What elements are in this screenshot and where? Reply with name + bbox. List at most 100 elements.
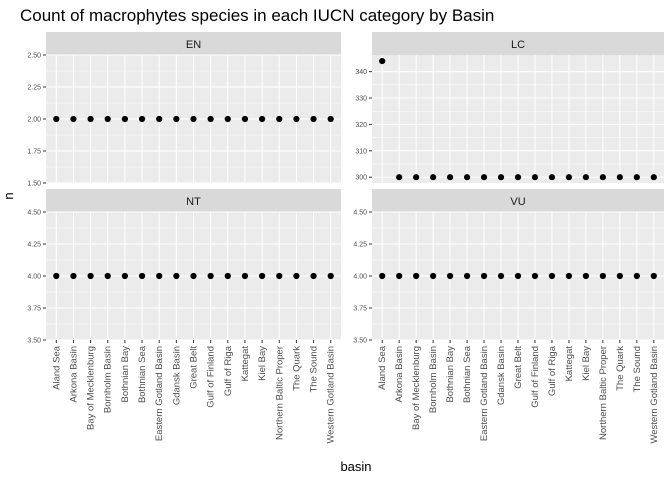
data-point (582, 272, 590, 280)
y-tick-label: 4.00 (353, 274, 367, 281)
facet-strip-nt (46, 189, 341, 212)
data-point (413, 174, 420, 181)
data-point (514, 272, 522, 280)
x-tick-label: Bothnian Bay (120, 346, 131, 403)
data-point (650, 272, 657, 280)
data-point (396, 174, 403, 181)
facet-strip-label-en: EN (186, 39, 201, 51)
data-point (327, 115, 334, 123)
x-tick-label: Eastern Gotland Basin (154, 346, 165, 441)
x-tick-label: Eastern Gotland Basin (479, 346, 490, 441)
data-point (259, 115, 266, 123)
data-point (565, 272, 573, 280)
facet-en: EN 1.50 1.75 2.00 2.25 2.50 (27, 32, 341, 188)
facet-vu: VU 3.50 3.75 4.00 4.25 4.50 Aland Sea Arkona Ba… (353, 189, 664, 444)
x-tick-label: Northern Baltic Proper (274, 346, 285, 440)
data-point (514, 174, 522, 181)
x-tick-label: Western Gotland Basin (649, 346, 660, 444)
data-point (70, 115, 77, 123)
y-tick-label: 4.50 (27, 210, 41, 217)
data-point (379, 57, 386, 65)
data-point (650, 174, 657, 181)
x-tick-label: The Quark (291, 346, 302, 391)
y-tick-label: 3.50 (27, 338, 41, 345)
data-point (190, 272, 197, 280)
data-point (497, 272, 505, 280)
data-point (633, 272, 640, 280)
x-tick-label: Aland Sea (51, 345, 62, 390)
data-point (327, 272, 334, 280)
data-point (173, 272, 180, 280)
x-tick-label: Gulf of Riga (223, 345, 234, 396)
data-point (138, 115, 146, 123)
data-point (53, 115, 60, 123)
data-point (70, 272, 77, 280)
facet-strip-label-vu: VU (510, 196, 525, 208)
y-tick-label: 1.50 (27, 181, 41, 188)
data-point (446, 272, 454, 280)
x-tick-label: Bornholm Basin (103, 346, 114, 413)
data-point (480, 272, 488, 280)
x-tick-label: Bothnian Sea (137, 345, 148, 403)
x-tick-label: Kiel Bay (257, 346, 268, 381)
facet-panels: EN 1.50 1.75 2.00 2.25 2.50 LC 300 310 320 330 340 N… (27, 32, 664, 444)
data-point (207, 272, 214, 280)
y-tick-label: 300 (355, 175, 367, 182)
y-tick-label: 4.25 (353, 242, 367, 249)
data-point (446, 174, 454, 181)
data-point (599, 174, 606, 181)
data-point (463, 272, 471, 280)
x-tick-label: Bornholm Basin (428, 346, 439, 413)
data-point (480, 174, 488, 181)
data-point (276, 115, 283, 123)
facet-strip-lc (372, 32, 664, 55)
facet-strip-en (46, 32, 341, 55)
y-tick-label: 3.50 (353, 338, 367, 345)
y-tick-label: 320 (355, 122, 367, 129)
y-tick-label: 340 (355, 69, 367, 76)
data-point (104, 272, 111, 280)
data-point (379, 272, 386, 280)
data-point (173, 115, 180, 123)
data-point (104, 115, 111, 123)
data-point (430, 174, 437, 181)
facet-strip-label-lc: LC (511, 39, 525, 51)
data-point (310, 115, 317, 123)
data-point (156, 115, 163, 123)
data-point (430, 272, 437, 280)
facet-strip-label-nt: NT (186, 196, 201, 208)
x-tick-label: Bay of Mecklenburg (411, 346, 422, 430)
data-point (463, 174, 471, 181)
data-point (616, 272, 623, 280)
x-tick-label: The Sound (309, 346, 320, 392)
data-point (241, 272, 249, 280)
chart-title: Count of macrophytes species in each IUC… (20, 6, 494, 25)
data-point (53, 272, 60, 280)
data-point (548, 272, 556, 280)
data-point (156, 272, 163, 280)
y-tick-label: 4.00 (27, 274, 41, 281)
data-point (121, 115, 128, 123)
x-tick-label: Kattegat (240, 346, 251, 382)
data-point (87, 272, 94, 280)
data-point (87, 115, 94, 123)
y-tick-label: 2.50 (27, 53, 41, 60)
y-tick-label: 4.25 (27, 242, 41, 249)
data-point (565, 174, 573, 181)
data-point (396, 272, 403, 280)
x-tick-label: Great Belt (189, 346, 200, 389)
data-point (224, 272, 231, 280)
data-point (224, 115, 231, 123)
data-point (531, 174, 539, 181)
data-point (497, 174, 505, 181)
data-point (259, 272, 266, 280)
y-tick-label: 2.00 (27, 117, 41, 124)
x-tick-label: Bothnian Bay (445, 346, 456, 403)
y-tick-label: 2.25 (27, 85, 41, 92)
facet-lc: LC 300 310 320 330 340 (355, 32, 664, 183)
facet-nt: NT 3.50 3.75 4.00 4.25 4.50 Aland Sea Arkona Ba… (27, 189, 341, 444)
data-point (531, 272, 539, 280)
data-point (599, 272, 606, 280)
data-point (276, 272, 283, 280)
